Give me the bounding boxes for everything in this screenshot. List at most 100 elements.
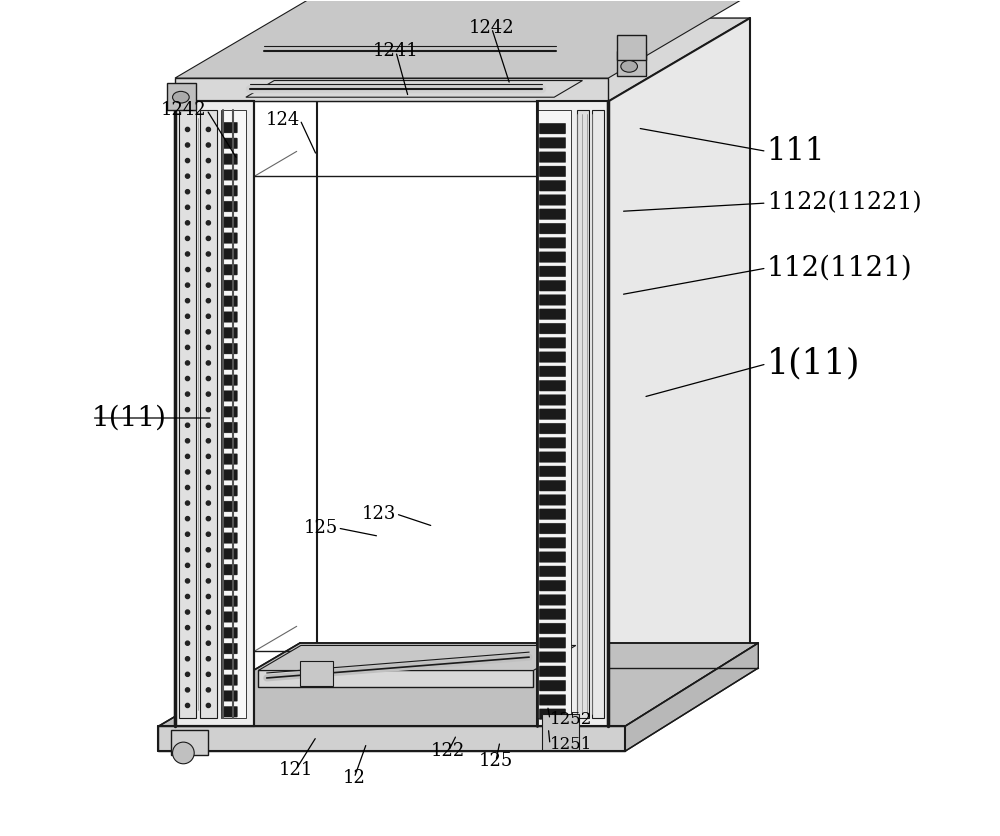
FancyBboxPatch shape <box>539 523 566 534</box>
Text: 124: 124 <box>266 110 300 129</box>
FancyBboxPatch shape <box>223 280 238 291</box>
Circle shape <box>185 641 190 645</box>
Circle shape <box>206 237 210 241</box>
Circle shape <box>206 579 210 583</box>
Text: 125: 125 <box>303 519 338 537</box>
Polygon shape <box>200 110 217 718</box>
FancyBboxPatch shape <box>539 451 566 462</box>
FancyBboxPatch shape <box>223 359 238 370</box>
FancyBboxPatch shape <box>539 695 566 706</box>
Polygon shape <box>617 51 646 76</box>
FancyBboxPatch shape <box>223 232 238 243</box>
Circle shape <box>173 742 194 764</box>
FancyBboxPatch shape <box>223 627 238 638</box>
FancyBboxPatch shape <box>539 666 566 677</box>
Circle shape <box>185 625 190 630</box>
FancyBboxPatch shape <box>223 706 238 717</box>
Circle shape <box>185 298 190 303</box>
FancyBboxPatch shape <box>539 651 566 662</box>
Circle shape <box>185 548 190 552</box>
Circle shape <box>185 454 190 458</box>
Circle shape <box>185 563 190 568</box>
Circle shape <box>185 594 190 599</box>
Circle shape <box>206 656 210 660</box>
Circle shape <box>185 423 190 427</box>
Polygon shape <box>300 661 333 686</box>
Circle shape <box>206 423 210 427</box>
FancyBboxPatch shape <box>223 691 238 701</box>
Polygon shape <box>175 0 750 78</box>
Polygon shape <box>608 18 750 726</box>
Circle shape <box>185 268 190 272</box>
Circle shape <box>185 159 190 163</box>
FancyBboxPatch shape <box>223 217 238 227</box>
FancyBboxPatch shape <box>539 294 566 305</box>
Circle shape <box>206 439 210 443</box>
Polygon shape <box>592 110 604 718</box>
Polygon shape <box>258 645 576 670</box>
FancyBboxPatch shape <box>539 338 566 349</box>
FancyBboxPatch shape <box>539 252 566 263</box>
Circle shape <box>185 501 190 505</box>
Circle shape <box>185 703 190 707</box>
Circle shape <box>185 283 190 288</box>
Text: 1251: 1251 <box>550 737 592 753</box>
FancyBboxPatch shape <box>223 564 238 575</box>
Circle shape <box>185 470 190 474</box>
FancyBboxPatch shape <box>539 466 566 477</box>
Polygon shape <box>175 101 254 726</box>
FancyBboxPatch shape <box>223 375 238 385</box>
FancyBboxPatch shape <box>539 609 566 619</box>
Text: 1252: 1252 <box>550 711 592 728</box>
FancyBboxPatch shape <box>539 395 566 405</box>
FancyBboxPatch shape <box>539 380 566 391</box>
FancyBboxPatch shape <box>223 296 238 307</box>
Polygon shape <box>625 643 758 752</box>
Circle shape <box>185 174 190 178</box>
FancyBboxPatch shape <box>539 209 566 220</box>
FancyBboxPatch shape <box>223 186 238 196</box>
Circle shape <box>185 486 190 490</box>
Circle shape <box>206 174 210 178</box>
FancyBboxPatch shape <box>539 324 566 334</box>
Circle shape <box>185 252 190 256</box>
Polygon shape <box>537 110 571 718</box>
FancyBboxPatch shape <box>223 675 238 686</box>
Circle shape <box>206 610 210 614</box>
FancyBboxPatch shape <box>223 122 238 133</box>
Circle shape <box>185 127 190 131</box>
Polygon shape <box>175 78 608 101</box>
FancyBboxPatch shape <box>539 538 566 548</box>
Circle shape <box>206 408 210 412</box>
Circle shape <box>185 688 190 692</box>
Text: 1122(11221): 1122(11221) <box>767 191 921 215</box>
FancyBboxPatch shape <box>539 123 566 134</box>
Circle shape <box>185 408 190 412</box>
Circle shape <box>185 205 190 209</box>
Text: 1241: 1241 <box>373 43 419 60</box>
FancyBboxPatch shape <box>223 659 238 670</box>
FancyBboxPatch shape <box>223 533 238 543</box>
FancyBboxPatch shape <box>539 552 566 563</box>
FancyBboxPatch shape <box>223 438 238 449</box>
FancyBboxPatch shape <box>223 406 238 417</box>
Circle shape <box>206 329 210 334</box>
FancyBboxPatch shape <box>539 623 566 634</box>
FancyBboxPatch shape <box>539 409 566 420</box>
Circle shape <box>206 252 210 256</box>
Text: 1242: 1242 <box>469 19 514 37</box>
FancyBboxPatch shape <box>539 223 566 234</box>
FancyBboxPatch shape <box>223 470 238 481</box>
Circle shape <box>185 190 190 194</box>
Circle shape <box>185 656 190 660</box>
Text: 1(11): 1(11) <box>92 405 167 431</box>
Circle shape <box>206 594 210 599</box>
Circle shape <box>185 579 190 583</box>
FancyBboxPatch shape <box>539 137 566 148</box>
FancyBboxPatch shape <box>539 308 566 319</box>
Circle shape <box>206 376 210 380</box>
FancyBboxPatch shape <box>539 509 566 520</box>
Ellipse shape <box>173 91 189 103</box>
FancyBboxPatch shape <box>223 596 238 607</box>
Text: 1242: 1242 <box>161 100 207 119</box>
